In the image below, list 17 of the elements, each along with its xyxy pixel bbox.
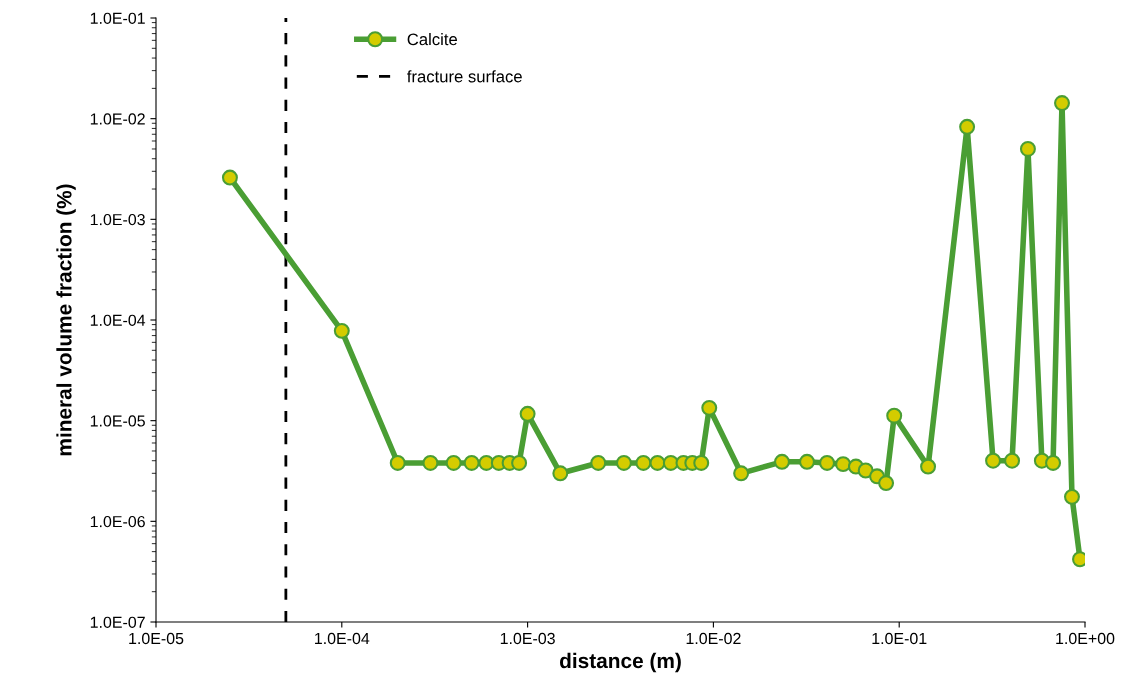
y-tick-label: 1.0E-05 <box>90 415 145 427</box>
x-tick-label: 1.0E+00 <box>1056 632 1115 645</box>
y-tick-label: 1.0E-04 <box>90 314 146 326</box>
x-tick-label: 1.0E-05 <box>129 632 184 645</box>
x-tick-label: 1.0E-03 <box>500 632 555 645</box>
y-tick-label: 1.0E-07 <box>90 616 145 628</box>
y-tick-label: 1.0E-06 <box>90 515 145 528</box>
ref-line-label: fracture surface <box>407 70 522 83</box>
y-tick-label: 1.0E-03 <box>90 213 145 226</box>
y-tick-label: 1.0E-02 <box>90 113 145 125</box>
x-tick-label: 1.0E-04 <box>315 632 370 645</box>
legend-label: Calcite <box>407 33 457 46</box>
x-tick-label: 1.0E-02 <box>686 632 741 645</box>
x-tick-label: 1.0E-01 <box>872 632 927 645</box>
y-tick-label: 1.0E-01 <box>90 12 145 24</box>
x-axis-title: distance (m) <box>560 652 681 673</box>
y-axis-title: mineral volume fraction (%) <box>56 184 76 456</box>
